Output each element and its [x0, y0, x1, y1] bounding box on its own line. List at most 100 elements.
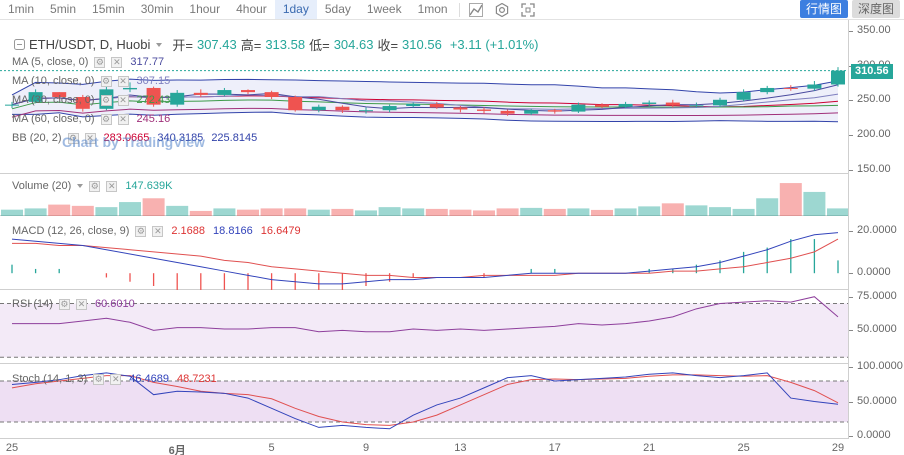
- indicator-settings-icon[interactable]: ⚙: [100, 113, 112, 125]
- timeframe-4hour[interactable]: 4hour: [236, 2, 267, 16]
- volume-chart-svg: [1, 183, 848, 216]
- candle-body: [170, 92, 185, 105]
- symbol-name: ETH/USDT, D, Huobi: [29, 37, 151, 52]
- price-tick-label: 150.00: [857, 163, 891, 175]
- stoch-tick-label: 100.0000: [857, 360, 903, 373]
- candle-body: [52, 92, 67, 97]
- macd-close-icon[interactable]: ✕: [152, 225, 164, 237]
- timeframe-30min[interactable]: 30min: [140, 2, 174, 16]
- indicator-label: BB (20, 2): [12, 132, 62, 144]
- timeframe-1day[interactable]: 1day: [274, 0, 317, 19]
- time-axis-label: 29: [831, 442, 845, 454]
- volume-bar: [756, 198, 779, 216]
- stoch-close-icon[interactable]: ✕: [110, 373, 122, 385]
- volume-bar: [779, 183, 802, 216]
- volume-bar: [425, 208, 448, 216]
- timeframe-15min[interactable]: 15min: [92, 2, 125, 16]
- timeframe-toolbar: 1min 5min 15min 30min 1hour 4hour 1day 5day 1wee…: [0, 0, 904, 20]
- stoch-tick-mark: [849, 367, 853, 369]
- candle-body: [28, 92, 43, 102]
- time-axis-label: 21: [643, 442, 656, 454]
- macd-signal-line: [12, 238, 839, 278]
- depth-view-button[interactable]: 深度图: [851, 0, 900, 18]
- rsi-axis[interactable]: 75.0000 50.0000: [848, 290, 904, 364]
- price-tick-label: 200.00: [857, 128, 891, 141]
- price-tick-label: 250.00: [857, 93, 891, 106]
- volume-value: 147.639K: [125, 180, 173, 192]
- candle-body: [5, 104, 19, 106]
- volume-bar: [402, 208, 425, 216]
- macd-axis[interactable]: 20.0000 0.0000: [848, 216, 904, 290]
- volume-bar: [638, 206, 661, 216]
- timeframe-1mon[interactable]: 1mon: [417, 2, 448, 16]
- price-tick-mark: [849, 30, 853, 32]
- candle-body: [618, 103, 633, 107]
- time-axis-label: 6月: [168, 445, 186, 455]
- candle-body: [264, 92, 279, 97]
- candle-body: [335, 106, 350, 111]
- indicator-settings-icon[interactable]: ⚙: [67, 132, 79, 144]
- indicator-close-icon[interactable]: ✕: [111, 56, 123, 68]
- rsi-legend: RSI (14) ⚙ ✕ 60.6010: [12, 298, 135, 310]
- close-label: 收=: [377, 38, 399, 53]
- open-value: 307.43: [196, 37, 237, 52]
- volume-bar: [496, 208, 519, 216]
- volume-dropdown-icon[interactable]: [77, 184, 84, 188]
- fullscreen-icon[interactable]: [515, 0, 541, 19]
- stoch-tick-label: 50.0000: [857, 394, 897, 407]
- rsi-pane[interactable]: RSI (14) ⚙ ✕ 60.6010: [0, 290, 848, 364]
- indicator-settings-icon[interactable]: ⚙: [100, 75, 112, 87]
- macd-hist-value: 2.1688: [171, 225, 206, 237]
- candle-view-button[interactable]: 行情图: [799, 0, 848, 18]
- volume-bar: [709, 207, 731, 216]
- volume-bar: [520, 207, 543, 216]
- settings-icon[interactable]: [489, 0, 515, 19]
- price-pane[interactable]: ETH/USDT, D, Huobi 开= 307.43 高= 313.58 低= 3…: [0, 20, 848, 174]
- stoch-pane[interactable]: Stoch (14, 1, 3) ⚙ ✕ 46.4689 48.7231: [0, 364, 848, 439]
- time-axis[interactable]: 25 6月 5 9 13 17 21 25 29: [0, 439, 848, 455]
- indicator-value: 272.43: [136, 94, 171, 106]
- collapse-icon[interactable]: [14, 39, 25, 50]
- indicator-settings-icon[interactable]: ⚙: [94, 56, 106, 68]
- rsi-close-icon[interactable]: ✕: [75, 298, 87, 310]
- volume-legend: Volume (20) ⚙ ✕ 147.639K: [12, 180, 172, 192]
- volume-bar: [661, 203, 684, 216]
- volume-settings-icon[interactable]: ⚙: [89, 180, 101, 192]
- volume-close-icon[interactable]: ✕: [106, 180, 118, 192]
- timeframe-1min[interactable]: 1min: [8, 2, 35, 16]
- indicator-close-icon[interactable]: ✕: [117, 113, 129, 125]
- stoch-d-line: [11, 374, 839, 426]
- stoch-label: Stoch (14, 1, 3): [12, 373, 88, 385]
- stoch-axis[interactable]: 100.0000 50.0000 0.0000: [848, 360, 904, 441]
- candle-body: [382, 106, 397, 111]
- stoch-settings-icon[interactable]: ⚙: [93, 373, 105, 385]
- macd-pane[interactable]: MACD (12, 26, close, 9) ⚙ ✕ 2.1688 18.81…: [0, 216, 848, 290]
- volume-bar: [166, 205, 189, 216]
- rsi-chart-svg: [0, 296, 848, 358]
- indicator-icon[interactable]: [463, 0, 489, 19]
- macd-line: [11, 232, 839, 285]
- macd-tick-label: 20.0000: [857, 223, 897, 236]
- stoch-legend: Stoch (14, 1, 3) ⚙ ✕ 46.4689 48.7231: [12, 373, 217, 385]
- indicator-close-icon[interactable]: ✕: [84, 132, 96, 144]
- timeframe-5day[interactable]: 5day: [324, 2, 351, 16]
- indicator-settings-icon[interactable]: ⚙: [100, 94, 112, 106]
- candle-body: [760, 87, 775, 93]
- rsi-settings-icon[interactable]: ⚙: [58, 298, 70, 310]
- symbol-dropdown-icon[interactable]: [156, 42, 163, 47]
- volume-bar: [473, 210, 495, 216]
- volume-bar: [284, 208, 307, 216]
- stoch-d-value: 48.7231: [176, 373, 217, 385]
- candle-body: [831, 70, 845, 85]
- high-value: 313.58: [265, 37, 306, 52]
- timeframe-1hour[interactable]: 1hour: [189, 2, 221, 16]
- indicator-close-icon[interactable]: ✕: [117, 75, 129, 87]
- timeframe-5min[interactable]: 5min: [50, 2, 77, 16]
- macd-line-value: 18.8166: [213, 225, 253, 237]
- volume-pane[interactable]: Volume (20) ⚙ ✕ 147.639K: [0, 174, 848, 216]
- macd-settings-icon[interactable]: ⚙: [135, 225, 147, 237]
- indicator-close-icon[interactable]: ✕: [117, 94, 129, 106]
- volume-bar: [591, 209, 613, 216]
- timeframe-1week[interactable]: 1week: [366, 2, 402, 16]
